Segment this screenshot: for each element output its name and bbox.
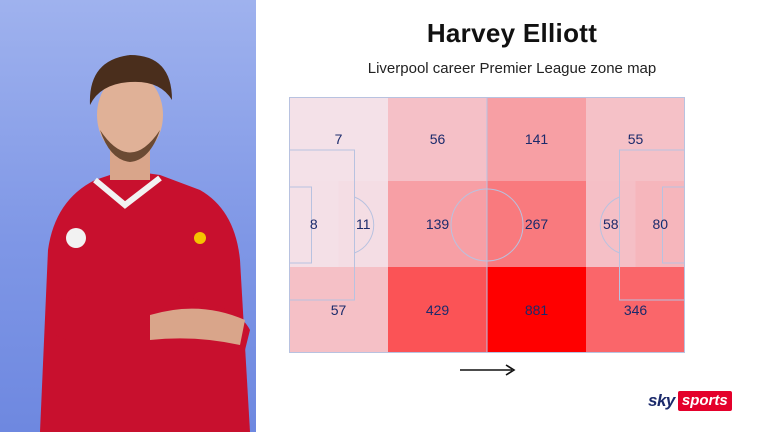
player-photo xyxy=(40,55,250,432)
zone-cell xyxy=(487,267,586,353)
zone-value-label: 881 xyxy=(525,302,549,318)
zone-cell xyxy=(289,181,339,267)
zone-value-label: 346 xyxy=(624,302,648,318)
chart-title: Harvey Elliott xyxy=(426,18,598,48)
player-hair xyxy=(89,55,172,105)
zone-cell xyxy=(635,181,685,267)
zone-cell xyxy=(586,267,685,353)
zone-value-label: 55 xyxy=(628,131,644,147)
zone-value-label: 57 xyxy=(331,302,347,318)
left-panel xyxy=(0,0,256,432)
zone-cell xyxy=(388,97,487,181)
zone-cell xyxy=(289,97,388,181)
zone-value-label: 58 xyxy=(603,216,619,232)
zone-value-label: 429 xyxy=(426,302,450,318)
zone-value-label: 139 xyxy=(426,216,450,232)
attack-direction-arrow xyxy=(460,364,516,376)
logo-sports: sports xyxy=(677,391,732,411)
chart-subtitle: Liverpool career Premier League zone map xyxy=(367,60,657,77)
zone-value-label: 141 xyxy=(525,131,549,147)
logo-sky: sky xyxy=(648,391,675,410)
zone-cell xyxy=(388,181,487,267)
zone-value-label: 7 xyxy=(335,131,343,147)
zone-value-label: 267 xyxy=(525,216,549,232)
zone-cells xyxy=(289,97,685,353)
zone-cell xyxy=(487,97,586,181)
zone-cell xyxy=(487,181,586,267)
zone-cell xyxy=(388,267,487,353)
zone-labels: 7 56 141 55 8 11 139 267 58 80 57 429 881 346 xyxy=(310,131,668,318)
pitch-markings xyxy=(289,97,685,353)
zone-map: 7 56 141 55 8 11 139 267 58 80 57 429 881 346 xyxy=(289,97,685,353)
sky-sports-logo: sky sports xyxy=(648,391,732,411)
zone-value-label: 8 xyxy=(310,216,318,232)
zone-value-label: 56 xyxy=(430,131,446,147)
zone-cell xyxy=(586,181,636,267)
zone-value-label: 80 xyxy=(652,216,668,232)
zone-cell xyxy=(338,181,388,267)
zone-cell xyxy=(289,267,388,353)
zone-cell xyxy=(586,97,685,181)
zone-value-label: 11 xyxy=(356,216,371,232)
player-head xyxy=(97,73,163,157)
